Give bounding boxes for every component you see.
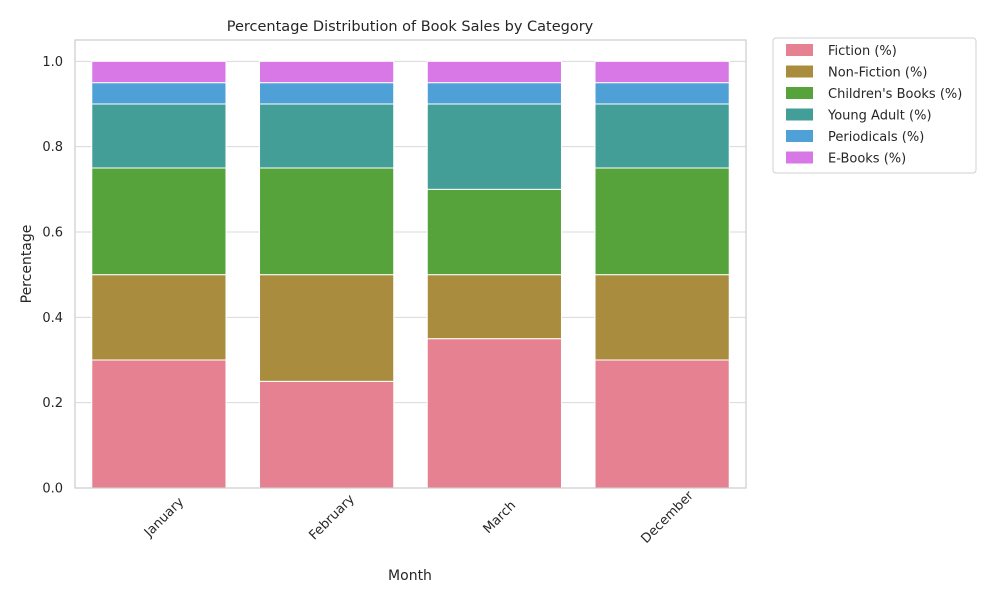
bar-segment [594, 60, 730, 84]
bar-segment [426, 82, 562, 105]
x-tick-label: February [306, 492, 358, 544]
legend-label: Young Adult (%) [827, 109, 932, 124]
bars [91, 60, 730, 489]
bar-segment [594, 274, 730, 361]
bar-segment [91, 60, 227, 84]
legend-swatch [786, 44, 813, 56]
bar-segment [91, 359, 227, 489]
y-tick-label: 0.2 [42, 396, 63, 411]
bar-segment [426, 274, 562, 340]
y-tick-label: 0.8 [42, 140, 63, 155]
x-ticks: January February March December [141, 488, 697, 547]
y-tick-label: 0.6 [42, 226, 63, 241]
legend: Fiction (%) Non-Fiction (%) Children's Boo… [772, 37, 977, 174]
x-tick-label: March [481, 498, 520, 537]
y-tick-label: 0.4 [42, 311, 63, 326]
legend-swatch [786, 87, 813, 99]
legend-label: Non-Fiction (%) [828, 66, 927, 81]
bar-segment [259, 103, 395, 169]
bar-segment [594, 359, 730, 489]
legend-swatch [786, 151, 813, 164]
bar-segment [426, 188, 562, 276]
plot-frame [74, 39, 747, 489]
chart-title: Percentage Distribution of Book Sales by… [227, 19, 594, 35]
bar-segment [426, 103, 562, 190]
bar-segment [594, 167, 730, 276]
bar-segment [259, 380, 395, 489]
bar-segment [259, 274, 395, 382]
x-tick-label: December [639, 488, 698, 547]
bar-segment [91, 167, 227, 276]
bar-segment [91, 103, 227, 169]
x-axis-label: Month [388, 568, 432, 584]
x-tick-label: January [141, 495, 187, 541]
bar-segment [594, 103, 730, 169]
bar-segment [594, 82, 730, 105]
y-axis-label: Percentage [19, 225, 35, 304]
legend-swatch [786, 130, 813, 142]
legend-swatch [786, 108, 813, 121]
bar-segment [426, 60, 562, 84]
y-tick-label: 1.0 [42, 55, 63, 70]
y-tick-label: 0.0 [42, 482, 63, 497]
bar-segment [259, 82, 395, 105]
legend-label: Fiction (%) [828, 44, 897, 59]
bar-segment [426, 338, 562, 489]
bar-segment [259, 167, 395, 276]
legend-swatch [786, 65, 813, 78]
y-ticks: 0.0 0.2 0.4 0.6 0.8 1.0 [42, 55, 63, 497]
legend-label: Periodicals (%) [828, 130, 924, 145]
legend-label: E-Books (%) [828, 152, 906, 167]
legend-label: Children's Books (%) [828, 87, 962, 102]
bar-segment [91, 274, 227, 361]
bar-segment [91, 82, 227, 105]
bar-segment [259, 60, 395, 84]
legend-frame [772, 37, 977, 174]
